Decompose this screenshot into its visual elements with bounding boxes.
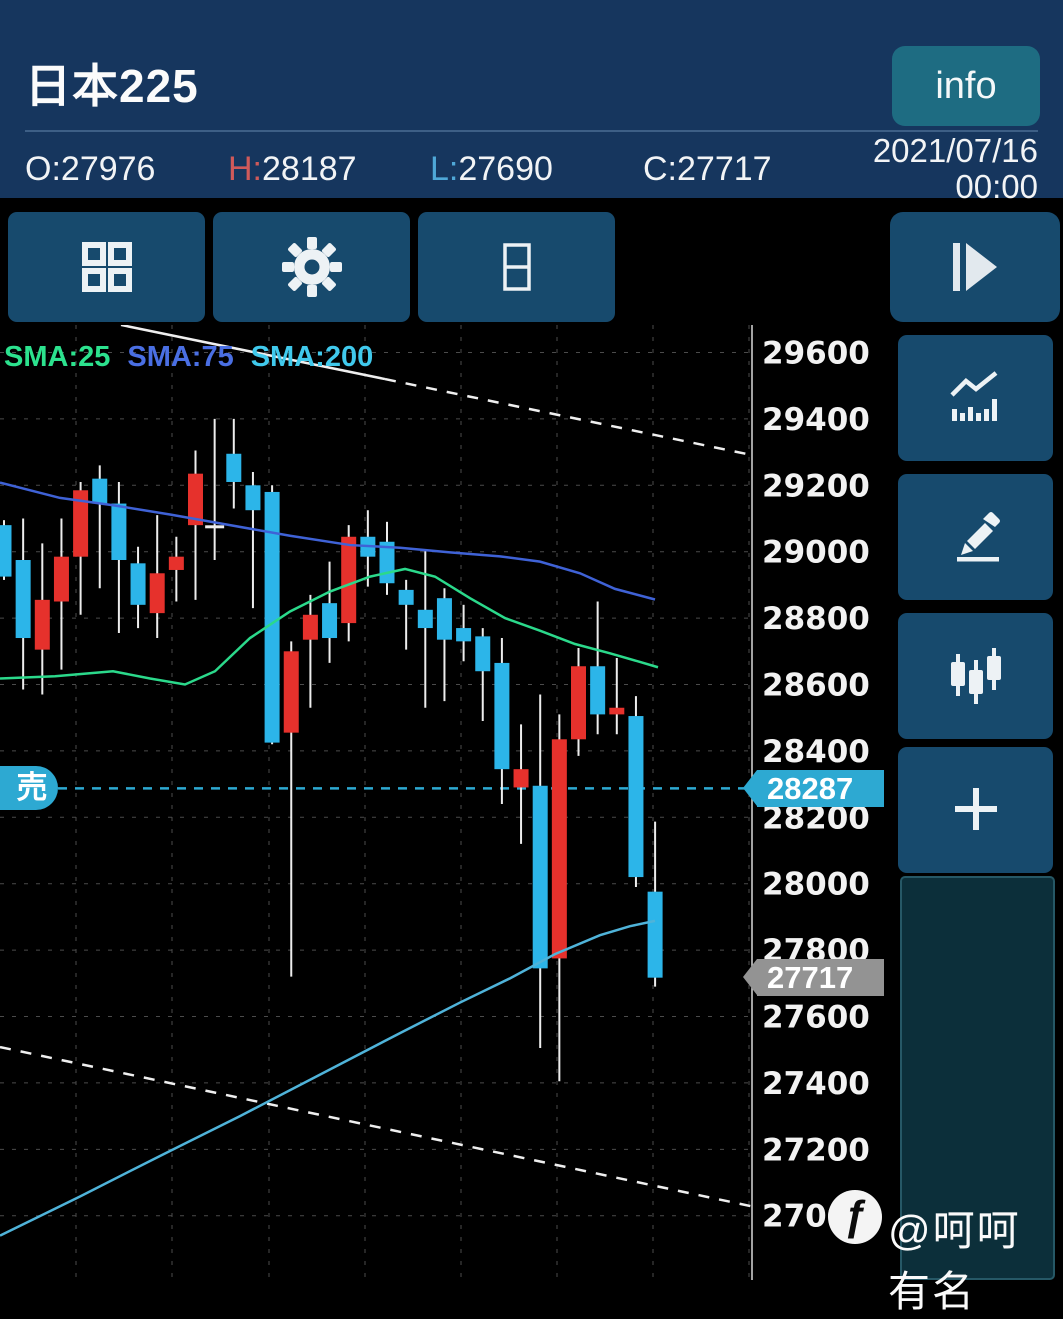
bar-datetime: 2021/07/16 00:00 xyxy=(872,132,1038,205)
step-forward-button[interactable] xyxy=(890,212,1060,322)
ohlc-close: C:27717 xyxy=(643,150,772,188)
ohlc-high: H:28187 xyxy=(228,150,357,188)
price-tag-last: 27717 xyxy=(743,959,884,997)
sell-pill[interactable]: 売 xyxy=(0,766,58,811)
price-chart[interactable]: 2960029400292002900028800286002840028200… xyxy=(0,325,890,1280)
svg-text:29200: 29200 xyxy=(762,468,870,504)
plus-icon xyxy=(949,782,1003,839)
layout-grid-button[interactable] xyxy=(8,212,205,322)
day-kanji-icon xyxy=(490,238,544,296)
draw-button[interactable] xyxy=(898,474,1053,600)
side-panel xyxy=(900,876,1055,1280)
gear-icon xyxy=(281,236,343,298)
header-divider xyxy=(25,130,1038,132)
chart-indicator-icon xyxy=(946,369,1006,428)
price-tag-order: 28287 xyxy=(743,769,884,807)
svg-text:28800: 28800 xyxy=(762,601,870,637)
candlestick-icon xyxy=(947,646,1005,707)
svg-text:27600: 27600 xyxy=(762,1000,870,1036)
legend-sma75: SMA:75 xyxy=(127,341,234,373)
indicator-button[interactable] xyxy=(898,335,1053,461)
legend-sma200: SMA:200 xyxy=(250,341,374,373)
add-button[interactable] xyxy=(898,747,1053,873)
svg-text:28400: 28400 xyxy=(762,734,870,770)
play-step-icon xyxy=(947,240,1003,294)
legend-sma25: SMA:25 xyxy=(4,341,111,373)
svg-text:29600: 29600 xyxy=(762,336,870,372)
header: 日本225 info O:27976 H:28187 L:27690 C:277… xyxy=(0,0,1063,205)
settings-button[interactable] xyxy=(213,212,410,322)
info-button[interactable]: info xyxy=(892,46,1040,126)
grid-icon xyxy=(78,238,136,296)
svg-text:27400: 27400 xyxy=(762,1066,870,1102)
watermark-logo: ƒ xyxy=(828,1190,882,1244)
svg-text:28000: 28000 xyxy=(762,867,870,903)
ohlc-low: L:27690 xyxy=(430,150,553,188)
indicator-legend: SMA:25 SMA:75 SMA:200 xyxy=(4,341,390,374)
timeframe-day-button[interactable] xyxy=(418,212,615,322)
page-title: 日本225 xyxy=(25,60,199,112)
chart-type-button[interactable] xyxy=(898,613,1053,739)
watermark-credit: @呵呵有名 xyxy=(888,1207,1021,1315)
pencil-icon xyxy=(947,507,1005,568)
svg-text:29400: 29400 xyxy=(762,402,870,438)
ohlc-open: O:27976 xyxy=(25,150,156,188)
svg-text:28600: 28600 xyxy=(762,668,870,704)
svg-text:29000: 29000 xyxy=(762,535,870,571)
svg-text:27200: 27200 xyxy=(762,1132,870,1168)
